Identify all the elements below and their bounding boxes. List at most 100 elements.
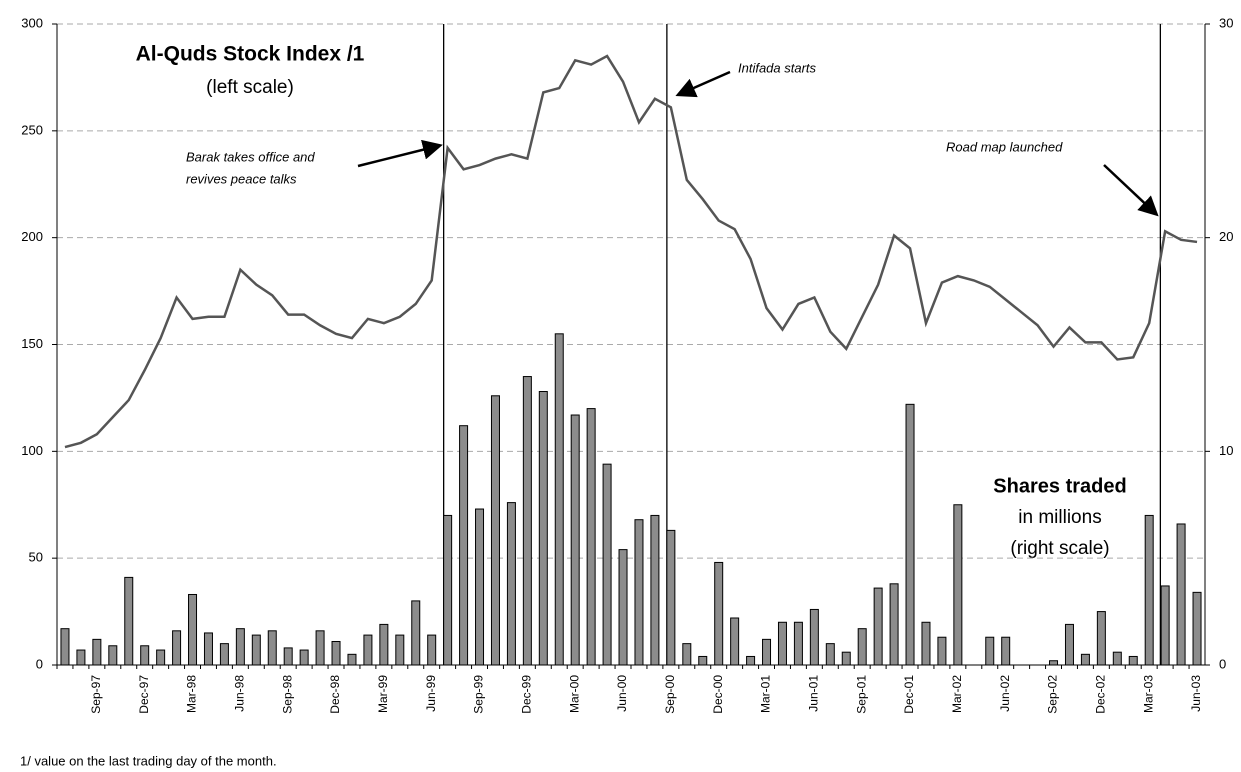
bar (475, 508, 485, 666)
annotation: revives peace talks (186, 171, 297, 186)
x-tick-label: Sep-01 (854, 675, 868, 714)
bar (554, 333, 564, 666)
x-tick-label: Dec-97 (137, 675, 151, 714)
bar (235, 628, 245, 666)
bar (953, 504, 963, 666)
bar (586, 408, 596, 666)
bar (698, 655, 708, 666)
x-tick-label: Sep-99 (472, 675, 486, 714)
y2-tick-label: 20 (1219, 229, 1233, 244)
x-tick-label: Dec-99 (520, 675, 534, 714)
y-tick-label: 200 (21, 229, 43, 244)
bar (793, 621, 803, 666)
bar (1112, 651, 1122, 666)
bar (172, 630, 182, 666)
bar (570, 414, 580, 666)
bar (889, 583, 899, 666)
y-tick-label: 50 (29, 550, 43, 565)
bar (1080, 653, 1090, 666)
y2-tick-label: 10 (1219, 443, 1233, 458)
bar (1176, 523, 1186, 666)
bar (315, 630, 325, 666)
x-tick-label: Jun-00 (615, 675, 629, 712)
bar (283, 647, 293, 666)
x-tick-label: Jun-01 (807, 675, 821, 712)
arrow (1103, 164, 1159, 217)
bar (347, 653, 357, 666)
bar (809, 608, 819, 666)
x-tick-label: Mar-01 (759, 675, 773, 713)
bar (92, 638, 102, 666)
bar (714, 561, 724, 666)
bar (682, 643, 692, 666)
y-tick-label: 100 (21, 443, 43, 458)
bar (60, 628, 70, 666)
y-tick-label: 300 (21, 15, 43, 30)
bar (299, 649, 309, 666)
annotation: Road map launched (946, 139, 1063, 154)
bar (331, 640, 341, 666)
bar (124, 576, 134, 666)
bar (427, 634, 437, 666)
x-tick-label: Jun-02 (998, 675, 1012, 712)
annotation: Shares traded (993, 475, 1126, 497)
x-tick-label: Sep-00 (663, 675, 677, 714)
bar (921, 621, 931, 666)
x-tick-label: Dec-01 (902, 675, 916, 714)
y-tick-label: 150 (21, 336, 43, 351)
annotation: Al-Quds Stock Index /1 (136, 43, 365, 66)
x-tick-label: Mar-03 (1141, 675, 1155, 713)
bar (363, 634, 373, 666)
bar (602, 463, 612, 666)
bar (985, 636, 995, 666)
bar (666, 529, 676, 666)
bar (1049, 660, 1059, 666)
x-tick-label: Dec-00 (711, 675, 725, 714)
bar (267, 630, 277, 666)
x-tick-label: Jun-03 (1189, 675, 1203, 712)
bar (1096, 611, 1106, 666)
bar (379, 623, 389, 666)
bar (937, 636, 947, 666)
bar (251, 634, 261, 666)
annotation: (left scale) (206, 77, 294, 98)
x-tick-label: Sep-98 (280, 675, 294, 714)
bar (730, 617, 740, 666)
annotation: in millions (1018, 507, 1101, 528)
annotation: Intifada starts (738, 60, 817, 75)
annotation: Barak takes office and (186, 149, 315, 164)
bar (762, 638, 772, 666)
bar (156, 649, 166, 666)
bar (443, 514, 453, 666)
bar (188, 593, 198, 666)
footnote: 1/ value on the last trading day of the … (20, 753, 277, 768)
x-tick-label: Mar-02 (950, 675, 964, 713)
bar (1192, 591, 1202, 666)
x-tick-label: Sep-97 (89, 675, 103, 714)
bar (411, 600, 421, 666)
bar (873, 587, 883, 666)
bar (905, 403, 915, 666)
bar (746, 655, 756, 666)
bar (1160, 585, 1170, 666)
arrow (675, 70, 731, 98)
bar (841, 651, 851, 666)
y2-tick-label: 30 (1219, 15, 1233, 30)
bar (538, 391, 548, 666)
bar (857, 628, 867, 666)
y-tick-label: 250 (21, 122, 43, 137)
x-tick-label: Mar-99 (376, 675, 390, 713)
bar (634, 519, 644, 666)
bar (395, 634, 405, 666)
bar (76, 649, 86, 666)
bar (522, 376, 532, 666)
y2-tick-label: 0 (1219, 656, 1226, 671)
bar (490, 395, 500, 666)
bar (1001, 636, 1011, 666)
bar (1064, 623, 1074, 666)
bar (506, 502, 516, 666)
x-tick-label: Jun-98 (233, 675, 247, 712)
y-tick-label: 0 (36, 656, 43, 671)
annotation: (right scale) (1010, 538, 1109, 559)
